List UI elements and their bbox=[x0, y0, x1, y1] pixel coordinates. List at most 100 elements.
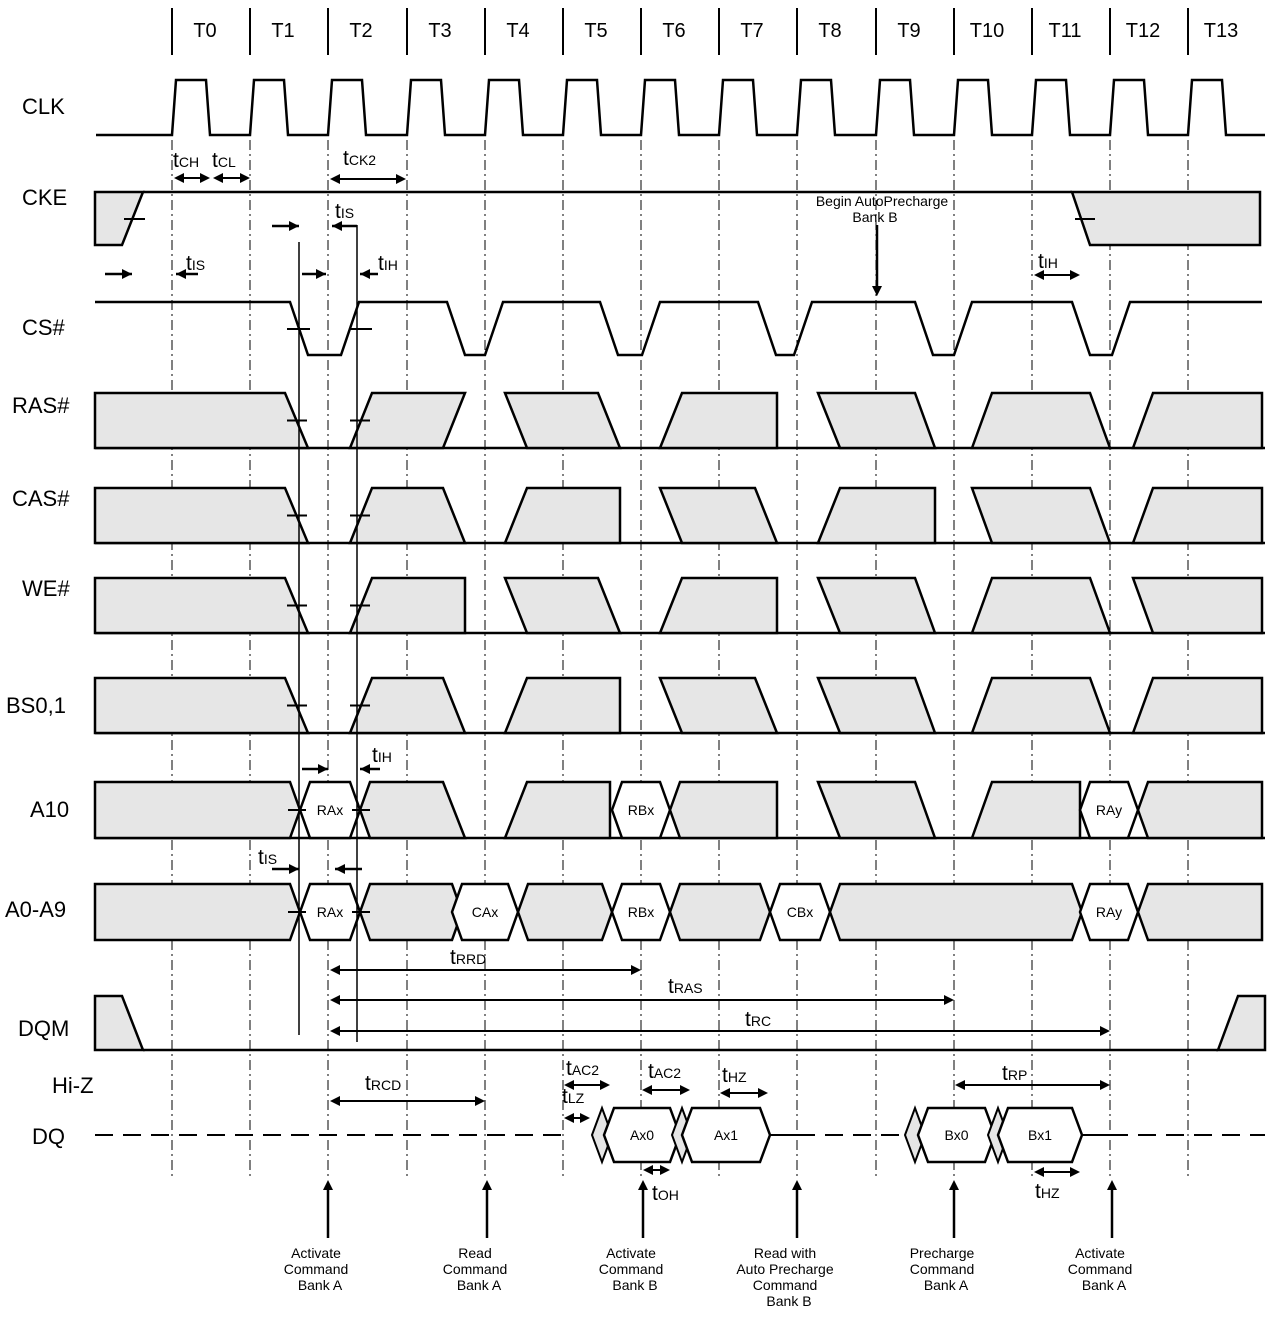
we-region-1 bbox=[348, 576, 467, 635]
command-arrow-head-2 bbox=[638, 1180, 648, 1190]
command-4-line-2: Bank A bbox=[924, 1277, 969, 1293]
timing-sub-tlz: LZ bbox=[568, 1090, 585, 1106]
timing-label-tck2: tCK2 bbox=[343, 147, 376, 170]
timing-sub-tis_b: IS bbox=[341, 205, 354, 221]
signal-label-hiz: Hi-Z bbox=[52, 1073, 94, 1098]
timing-sub-tis_a: IS bbox=[192, 257, 205, 273]
toh-arrow-head-right bbox=[660, 1165, 670, 1175]
addr-value-cbx-label: CBx bbox=[787, 904, 813, 920]
clock-label-t1: T1 bbox=[271, 20, 294, 42]
clock-label-t12: T12 bbox=[1126, 20, 1160, 42]
signal-label-we: WE# bbox=[22, 576, 70, 601]
clock-grid bbox=[171, 8, 1189, 1180]
tac2-b-arrow-head-left bbox=[642, 1085, 652, 1095]
clock-label-t2: T2 bbox=[349, 20, 372, 42]
trrd-arrow-head-right bbox=[631, 965, 641, 975]
timing-sub-trc: RC bbox=[751, 1013, 771, 1029]
timing-label-tac2_b: tAC2 bbox=[648, 1060, 681, 1083]
autoprecharge-line-1: Begin AutoPrecharge bbox=[816, 193, 949, 209]
addr-region-1 bbox=[358, 882, 464, 942]
tis-c-arrow-head bbox=[289, 864, 299, 874]
bs-region-6 bbox=[1131, 676, 1264, 735]
signal-label-cke: CKE bbox=[22, 185, 67, 210]
timing-main-trrd: t bbox=[450, 946, 456, 969]
tis-b-arrow-b-head bbox=[332, 221, 342, 231]
tac2-a-arrow-head-left bbox=[564, 1080, 574, 1090]
command-0-line-2: Bank A bbox=[298, 1277, 343, 1293]
command-0-line-1: Command bbox=[284, 1261, 349, 1277]
timing-sub-thz_b: HZ bbox=[1041, 1185, 1060, 1201]
clock-cycle-labels: T0 T1 T2 T3 T4 T5 T6 T7 T8 T9 T10 T11 T12 T13 bbox=[193, 20, 1238, 42]
cas-region-1 bbox=[348, 486, 467, 545]
bs-region-2 bbox=[503, 676, 622, 735]
trcd-arrow-head-left bbox=[330, 1096, 340, 1106]
dq-value-bx1 bbox=[996, 1106, 1084, 1164]
trrd-arrow-head-left bbox=[330, 965, 340, 975]
tcl-arrow-head-right bbox=[240, 173, 250, 183]
addr-value-ray-label: RAy bbox=[1096, 904, 1122, 920]
tac2-a-arrow-head-right bbox=[600, 1080, 610, 1090]
command-4-line-0: Precharge bbox=[910, 1245, 975, 1261]
bs-region-0 bbox=[93, 676, 310, 735]
a10-region-1 bbox=[358, 780, 467, 840]
timing-main-tac2_a: t bbox=[566, 1057, 572, 1080]
signal-label-cas: CAS# bbox=[12, 486, 70, 511]
tis-c-arrow-b-head bbox=[335, 864, 345, 874]
timing-main-tac2_b: t bbox=[648, 1060, 654, 1083]
dqm-final-shade bbox=[1216, 994, 1267, 1052]
timing-label-trp: tRP bbox=[1002, 1062, 1027, 1085]
timing-sub-tih_a: IH bbox=[384, 257, 398, 273]
timing-label-tras: tRAS bbox=[668, 975, 703, 998]
timing-label-tih_c: tIH bbox=[1038, 250, 1058, 273]
command-0-line-0: Activate bbox=[291, 1245, 341, 1261]
bs-region-4 bbox=[816, 676, 937, 735]
we-region-0 bbox=[93, 576, 310, 635]
a10-region-0 bbox=[93, 780, 302, 840]
addr-value-rax-label: RAx bbox=[317, 904, 343, 920]
we-region-2 bbox=[503, 576, 622, 635]
tih-b-arrow-head bbox=[318, 764, 328, 774]
timing-label-tac2_a: tAC2 bbox=[566, 1057, 599, 1080]
timing-sub-tac2_b: AC2 bbox=[654, 1065, 681, 1081]
dq-value-ax1-label: Ax1 bbox=[714, 1127, 738, 1143]
signal-label-clk: CLK bbox=[22, 94, 65, 119]
timing-sub-tac2_a: AC2 bbox=[572, 1062, 599, 1078]
cs-waveform bbox=[95, 300, 1262, 357]
command-1-line-2: Bank A bbox=[457, 1277, 502, 1293]
cas-region-6 bbox=[1131, 486, 1264, 545]
ras-region-0 bbox=[93, 391, 310, 450]
signal-label-cs: CS# bbox=[22, 315, 66, 340]
timing-main-toh: t bbox=[652, 1182, 658, 1205]
signal-label-address: A0-A9 bbox=[5, 897, 66, 922]
signal-label-bs: BS0,1 bbox=[6, 693, 66, 718]
timing-label-trrd: tRRD bbox=[450, 946, 486, 969]
tis-a-arrow-b-head bbox=[176, 269, 186, 279]
tih-c-arrow-head-right bbox=[1070, 270, 1080, 280]
timing-label-tih_a: tIH bbox=[378, 252, 398, 275]
a10-value-rbx-label: RBx bbox=[628, 802, 654, 818]
timing-label-tis_b: tIS bbox=[335, 200, 354, 223]
cke-initial-shade bbox=[93, 190, 145, 247]
timing-sub-tih_c: IH bbox=[1044, 255, 1058, 271]
command-arrow-head-0 bbox=[323, 1180, 333, 1190]
signal-label-dq: DQ bbox=[32, 1124, 65, 1149]
clock-label-t7: T7 bbox=[740, 20, 763, 42]
autoprecharge-line-2: Bank B bbox=[852, 209, 897, 225]
signal-waveforms: RAx RBx RAy RAx CAx RBx CBx RAy Ax0 Ax1 Bx0 Bx1 bbox=[93, 78, 1267, 1165]
clock-label-t6: T6 bbox=[662, 20, 685, 42]
timing-main-tis_a: t bbox=[186, 252, 192, 275]
clock-label-t3: T3 bbox=[428, 20, 451, 42]
ras-region-4 bbox=[816, 391, 937, 450]
clock-label-t9: T9 bbox=[897, 20, 920, 42]
command-3-line-0: Read with bbox=[754, 1245, 816, 1261]
timing-main-tih_a: t bbox=[378, 252, 384, 275]
tcl-arrow-head-left bbox=[213, 173, 223, 183]
signal-labels: CLK CKE CS# RAS# CAS# WE# BS0,1 A10 A0-A… bbox=[5, 94, 94, 1149]
addr-region-4 bbox=[828, 882, 1084, 942]
a10-value-ray-label: RAy bbox=[1096, 802, 1122, 818]
timing-main-tch: t bbox=[173, 149, 179, 172]
dq-value-bx1-label: Bx1 bbox=[1028, 1127, 1052, 1143]
timing-label-tcl: tCL bbox=[212, 149, 236, 172]
